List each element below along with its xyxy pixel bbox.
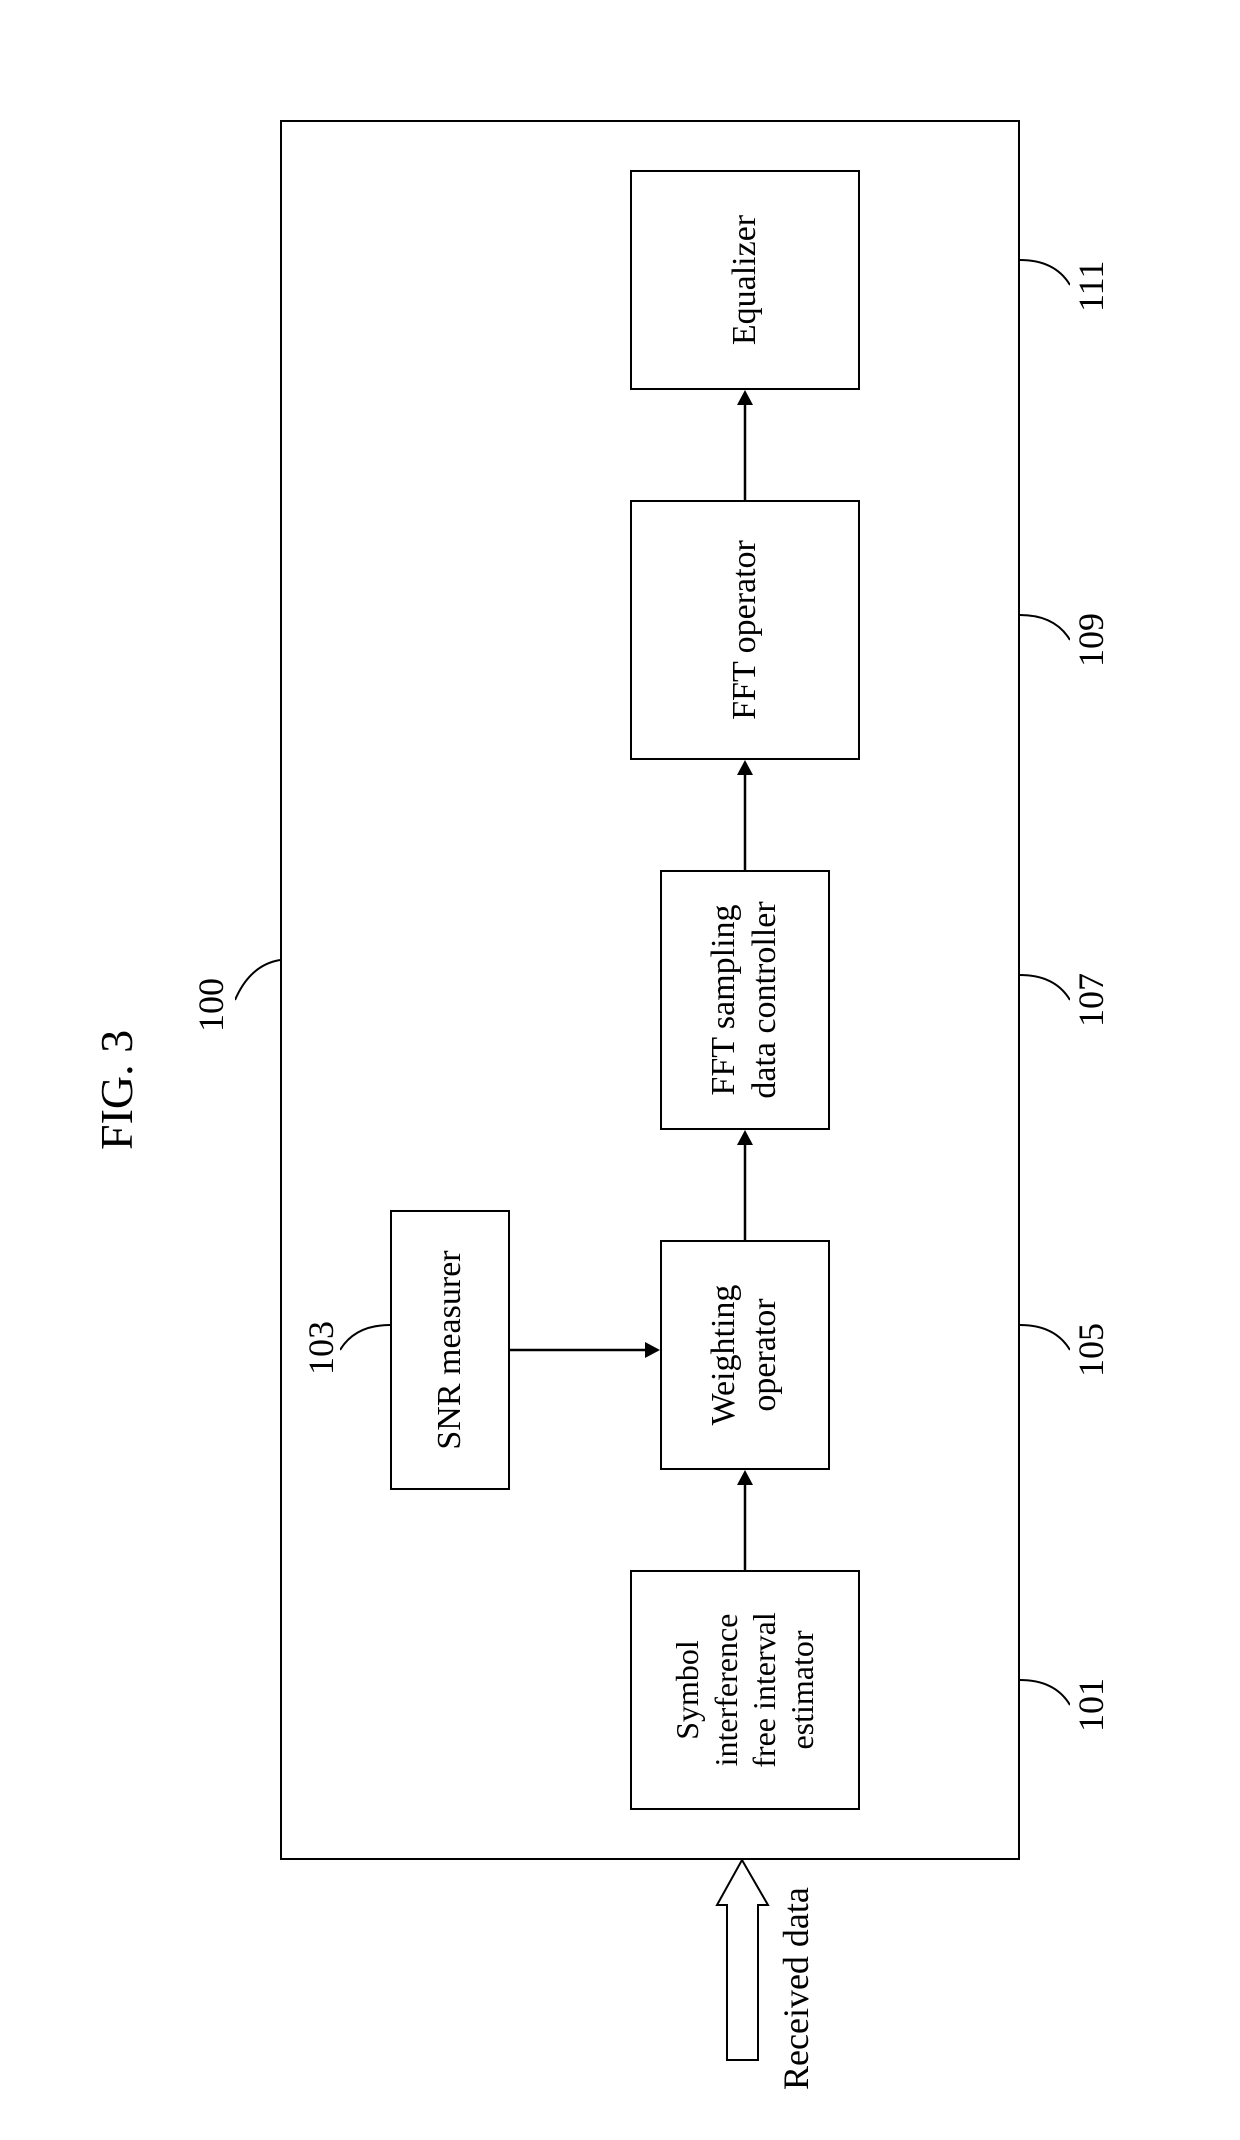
block-fft-sampling: FFT sampling data controller — [660, 870, 830, 1130]
lead-curve-100 — [235, 940, 285, 1010]
lead-111 — [1015, 250, 1070, 320]
lead-109 — [1015, 605, 1070, 675]
block-weighting: Weighting operator — [660, 1240, 830, 1470]
ref-label-107: 107 — [1070, 973, 1112, 1027]
ref-label-103: 103 — [300, 1321, 342, 1375]
input-label: Received data — [775, 1887, 817, 2090]
block-fft-operator: FFT operator — [630, 500, 860, 760]
lead-101 — [1015, 1670, 1070, 1740]
block-equalizer: Equalizer — [630, 170, 860, 390]
edge-snr-weighting — [510, 1335, 660, 1365]
edge-weighting-fftsampling — [730, 1130, 760, 1240]
ref-label-105: 105 — [1070, 1323, 1112, 1377]
block-fft-operator-label: FFT operator — [725, 540, 766, 720]
ref-label-109: 109 — [1070, 613, 1112, 667]
block-snr-label: SNR measurer — [430, 1250, 471, 1449]
lead-103 — [340, 1310, 395, 1380]
lead-107 — [1015, 965, 1070, 1035]
input-arrow — [715, 1855, 770, 2065]
block-snr: SNR measurer — [390, 1210, 510, 1490]
rotated-diagram: FIG. 3 100 Received data Symbol interfer… — [0, 0, 1240, 2140]
ref-label-101: 101 — [1070, 1678, 1112, 1732]
block-equalizer-label: Equalizer — [725, 215, 766, 345]
block-estimator-label: Symbol interference free interval estima… — [668, 1612, 822, 1767]
diagram-canvas: FIG. 3 100 Received data Symbol interfer… — [0, 0, 1240, 2140]
lead-105 — [1015, 1315, 1070, 1385]
ref-label-100: 100 — [190, 978, 232, 1032]
figure-title: FIG. 3 — [90, 1030, 143, 1150]
block-estimator: Symbol interference free interval estima… — [630, 1570, 860, 1810]
block-weighting-label: Weighting operator — [704, 1285, 786, 1426]
edge-estimator-weighting — [730, 1470, 760, 1570]
ref-label-111: 111 — [1070, 261, 1112, 312]
edge-fftsampling-fftoperator — [730, 760, 760, 870]
block-fft-sampling-label: FFT sampling data controller — [704, 901, 786, 1098]
edge-fftoperator-equalizer — [730, 390, 760, 500]
